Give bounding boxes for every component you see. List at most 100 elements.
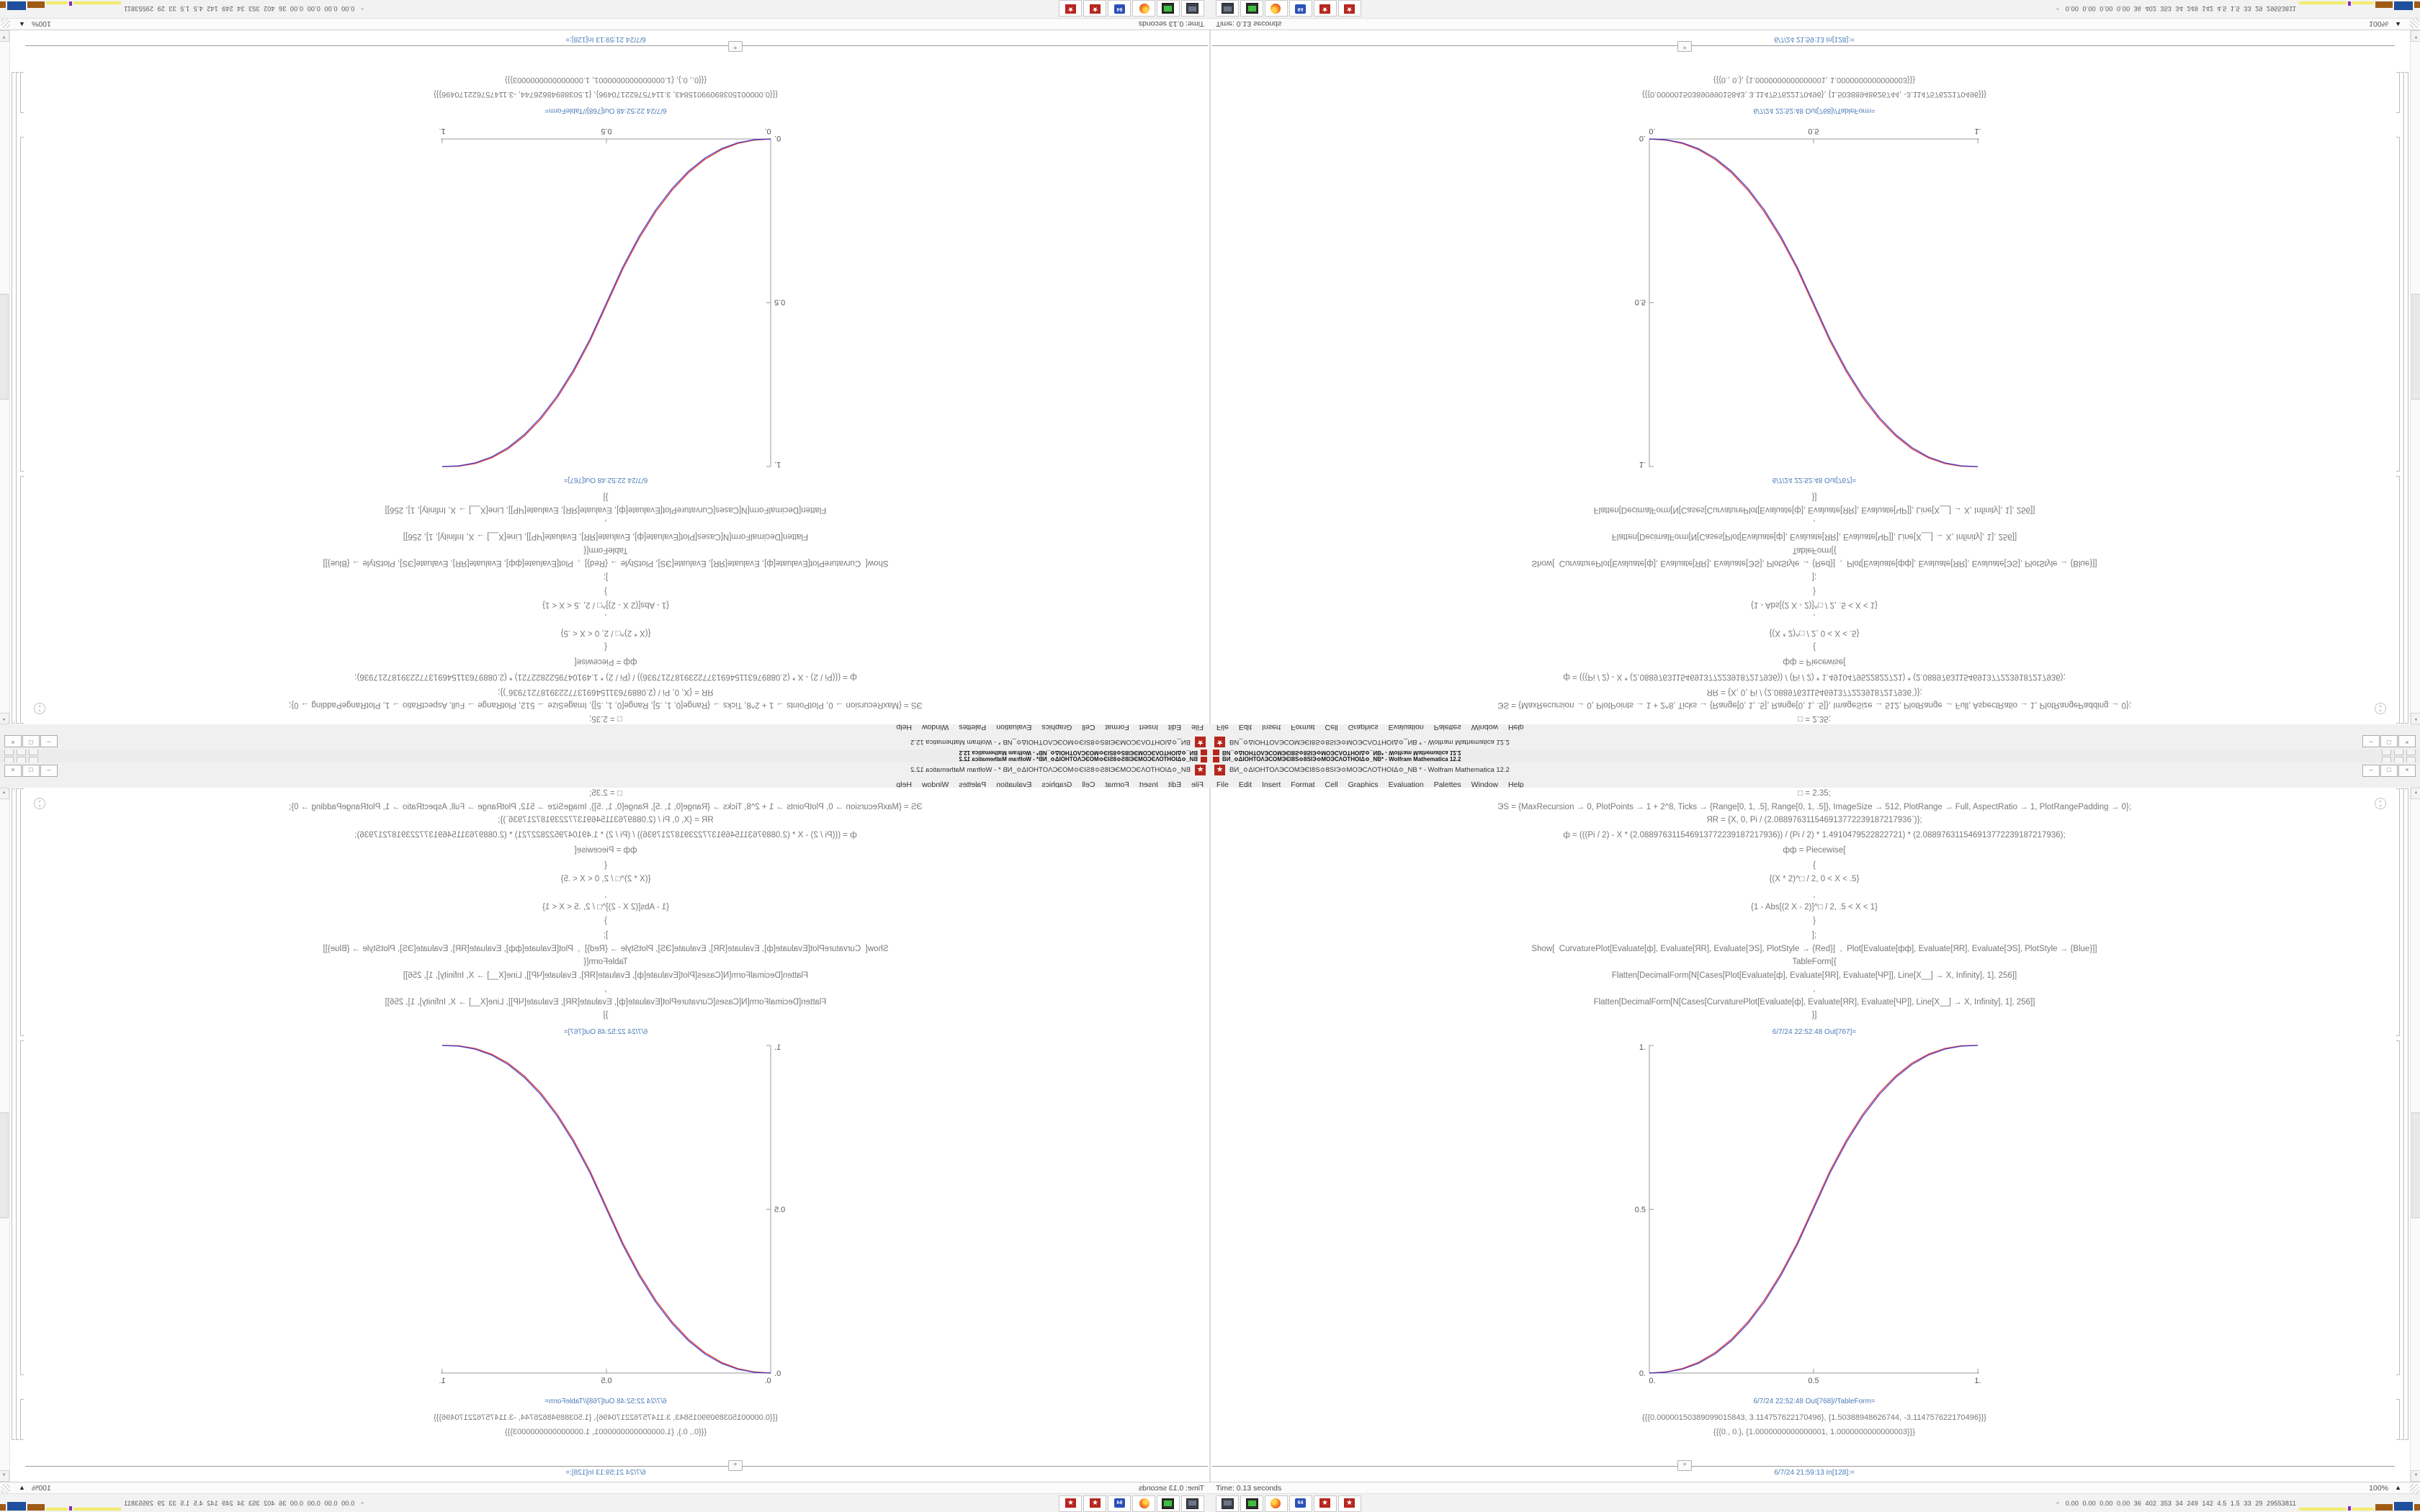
tray-expand-icon[interactable]: ^ [2056,1500,2059,1506]
input-code-line[interactable]: TableForm[{ [583,546,628,554]
resize-grip[interactable] [1,19,10,28]
cell-bracket-output-table[interactable] [2396,1399,2400,1440]
taskbar-button-computer[interactable] [1181,1495,1204,1512]
input-code-line[interactable]: Flatten[DecimalForm[N[Cases[CurvaturePlo… [1593,505,2035,514]
tray-graph-icon[interactable] [7,1,26,10]
cell-group-bracket[interactable] [2401,788,2404,1440]
tray-expand-icon[interactable]: ^ [361,6,364,12]
input-code-line[interactable]: Show[ CurvaturePlot[Evaluate[ф], Evaluat… [1531,559,2097,567]
menu-insert[interactable]: Insert [1262,780,1281,789]
taskbar-button-firefox[interactable] [1132,0,1155,17]
vertical-scrollbar[interactable]: ▲ ▼ [0,30,10,724]
tray-graph-icon[interactable] [2348,1506,2351,1511]
input-code-line[interactable]: Flatten[DecimalForm[N[Cases[Plot[Evaluat… [403,971,809,980]
tray-graph-icon[interactable] [69,1,72,6]
taskbar-button-sensor-panel[interactable] [1157,0,1180,17]
tray-graph-icon[interactable] [2299,1508,2347,1511]
tray-graph-icons[interactable] [0,1500,121,1511]
tray-graph-icon[interactable] [2352,1508,2374,1511]
taskbar-button-computer[interactable] [1181,0,1204,17]
input-code-line[interactable]: {(X * 2)^□ / 2, 0 < X < .5} [560,629,651,637]
minimize-icon[interactable] [2382,757,2391,762]
input-code-line[interactable]: , [1813,518,1816,527]
scroll-down-icon[interactable]: ▼ [0,30,9,42]
cell-bracket-input[interactable] [20,476,24,724]
input-code-line[interactable]: } [1813,917,1816,925]
window-titlebar[interactable]: ★ ВИ_≎ΔΙΟΗΤΟΛЭСОМЭЄІ8Ѕ≎8ЅІЭ≎МОЭСΛОТНОІΔ≎… [0,734,1210,750]
taskbar-button-hwinfo64[interactable]: 64 [1108,0,1131,17]
tray-graph-icon[interactable] [46,1,68,4]
menu-format[interactable]: Format [1291,780,1315,789]
scroll-up-icon[interactable]: ▲ [2411,788,2420,799]
input-code-line[interactable]: фф = Piecewise[ [1783,657,1846,666]
maximize-icon[interactable] [2394,749,2403,755]
input-code-line[interactable]: , [604,613,607,621]
input-code-line[interactable]: ]; [1811,931,1817,940]
input-code-line[interactable]: ЯR = {X, 0, Pi / (2.08897631154691377223… [498,816,714,824]
input-code-line[interactable]: ЭЅ = {MaxRecursion → 0, PlotPoints → 1 +… [1497,803,2131,811]
taskbar-button-hwinfo64[interactable]: 64 [1289,1495,1312,1512]
scroll-up-icon[interactable]: ▲ [0,788,9,799]
menu-edit[interactable]: Edit [1238,780,1252,789]
tray-graph-icon[interactable] [0,1,6,8]
cell-group-bracket[interactable] [16,72,19,724]
scroll-up-icon[interactable]: ▲ [2411,713,2420,724]
taskbar-button-mathematica[interactable]: ★ [1083,0,1106,17]
cell-bracket-input[interactable] [20,788,24,1036]
maximize-button[interactable]: □ [2380,765,2398,777]
input-code-line[interactable]: Flatten[DecimalForm[N[Cases[Plot[Evaluat… [403,532,809,541]
window-titlebar[interactable]: ★ ВИ_≎ΔΙΟΗΤΟΛЭСОМЭЄІ8Ѕ≎8ЅІЭ≎МОЭСΛОТНОІΔ≎… [1210,734,2420,750]
cell-bracket-input[interactable] [2396,788,2400,1036]
notebook-area[interactable]: □ = 2.35; ЭЅ = {MaxRecursion → 0, PlotPoi… [0,30,1210,724]
tray-graph-icon[interactable] [2348,1,2351,6]
input-code-line[interactable]: }] [603,1011,609,1020]
menu-cell[interactable]: Cell [1325,780,1338,789]
minimize-icon[interactable] [2382,749,2391,755]
maximize-icon[interactable] [17,749,26,755]
cell-bracket-output-plot[interactable] [20,1040,24,1375]
tray-graph-icon[interactable] [2352,1,2374,4]
resize-grip[interactable] [2410,19,2419,28]
taskbar-button-hwinfo64[interactable]: 64 [1108,1495,1131,1512]
taskbar-button-sensor-panel[interactable] [1240,0,1263,17]
vertical-scrollbar[interactable]: ▲ ▼ [2410,30,2420,724]
scrollbar-thumb[interactable] [0,294,9,400]
scroll-down-icon[interactable]: ▼ [0,1470,9,1482]
input-code-line[interactable]: {1 - Abs[(2 X - 2)]^□ / 2, .5 < X < 1} [542,600,669,609]
input-code-line[interactable]: фф = Piecewise[ [1783,846,1846,855]
notebook-area[interactable]: □ = 2.35; ЭЅ = {MaxRecursion → 0, PlotPoi… [0,788,1210,1482]
input-code-line[interactable]: ЯR = {X, 0, Pi / (2.08897631154691377223… [1706,688,1922,696]
input-code-line[interactable]: }] [1811,1011,1817,1020]
input-code-line[interactable]: ЭЅ = {MaxRecursion → 0, PlotPoints → 1 +… [1497,701,2131,709]
input-code-line[interactable]: фф = Piecewise[ [574,657,637,666]
input-code-line[interactable]: ЭЅ = {MaxRecursion → 0, PlotPoints → 1 +… [289,701,923,709]
input-code-line[interactable]: TableForm[{ [1792,546,1837,554]
input-code-line[interactable]: {1 - Abs[(2 X - 2)]^□ / 2, .5 < X < 1} [542,903,669,912]
cell-insertion-line[interactable] [1212,1466,2395,1467]
input-code-line[interactable]: }] [1811,492,1817,501]
input-code-line[interactable]: }] [603,492,609,501]
tray-graph-icons[interactable] [0,1,121,12]
zoom-level[interactable]: 100% [32,1484,51,1493]
menu-file[interactable]: File [1216,780,1229,789]
window-titlebar[interactable]: ★ ВИ_≎ΔΙΟΗΤΟΛЭСОМЭЄІ8Ѕ≎8ЅІЭ≎МОЭСΛОТНОІΔ≎… [1210,762,2420,778]
menu-palettes[interactable]: Palettes [1433,780,1461,789]
cell-group-bracket-outer[interactable] [2405,72,2408,724]
cell-bracket-output-table[interactable] [20,72,24,113]
maximize-button[interactable]: □ [2380,735,2398,747]
cell-bracket-output-table[interactable] [2396,72,2400,113]
input-code-line[interactable]: { [1813,642,1816,651]
zoom-menu-icon[interactable]: ▲ [2395,1484,2401,1491]
input-code-line[interactable]: , [1813,985,1816,994]
taskbar-button-sensor-panel[interactable] [1240,1495,1263,1512]
input-code-line[interactable]: {(X * 2)^□ / 2, 0 < X < .5} [1769,629,1860,637]
input-code-line[interactable]: Flatten[DecimalForm[N[Cases[CurvaturePlo… [385,505,827,514]
taskbar-button-mathematica[interactable]: ★ [1314,0,1337,17]
taskbar-button-mathematica[interactable]: ★ [1083,1495,1106,1512]
input-code-line[interactable]: Show[ CurvaturePlot[Evaluate[ф], Evaluat… [1531,945,2097,953]
close-button[interactable]: × [4,735,22,747]
taskbar-button-firefox[interactable] [1132,1495,1155,1512]
menu-window[interactable]: Window [1471,780,1499,789]
tray-graph-icon[interactable] [7,1502,26,1511]
close-icon[interactable] [2406,757,2416,762]
